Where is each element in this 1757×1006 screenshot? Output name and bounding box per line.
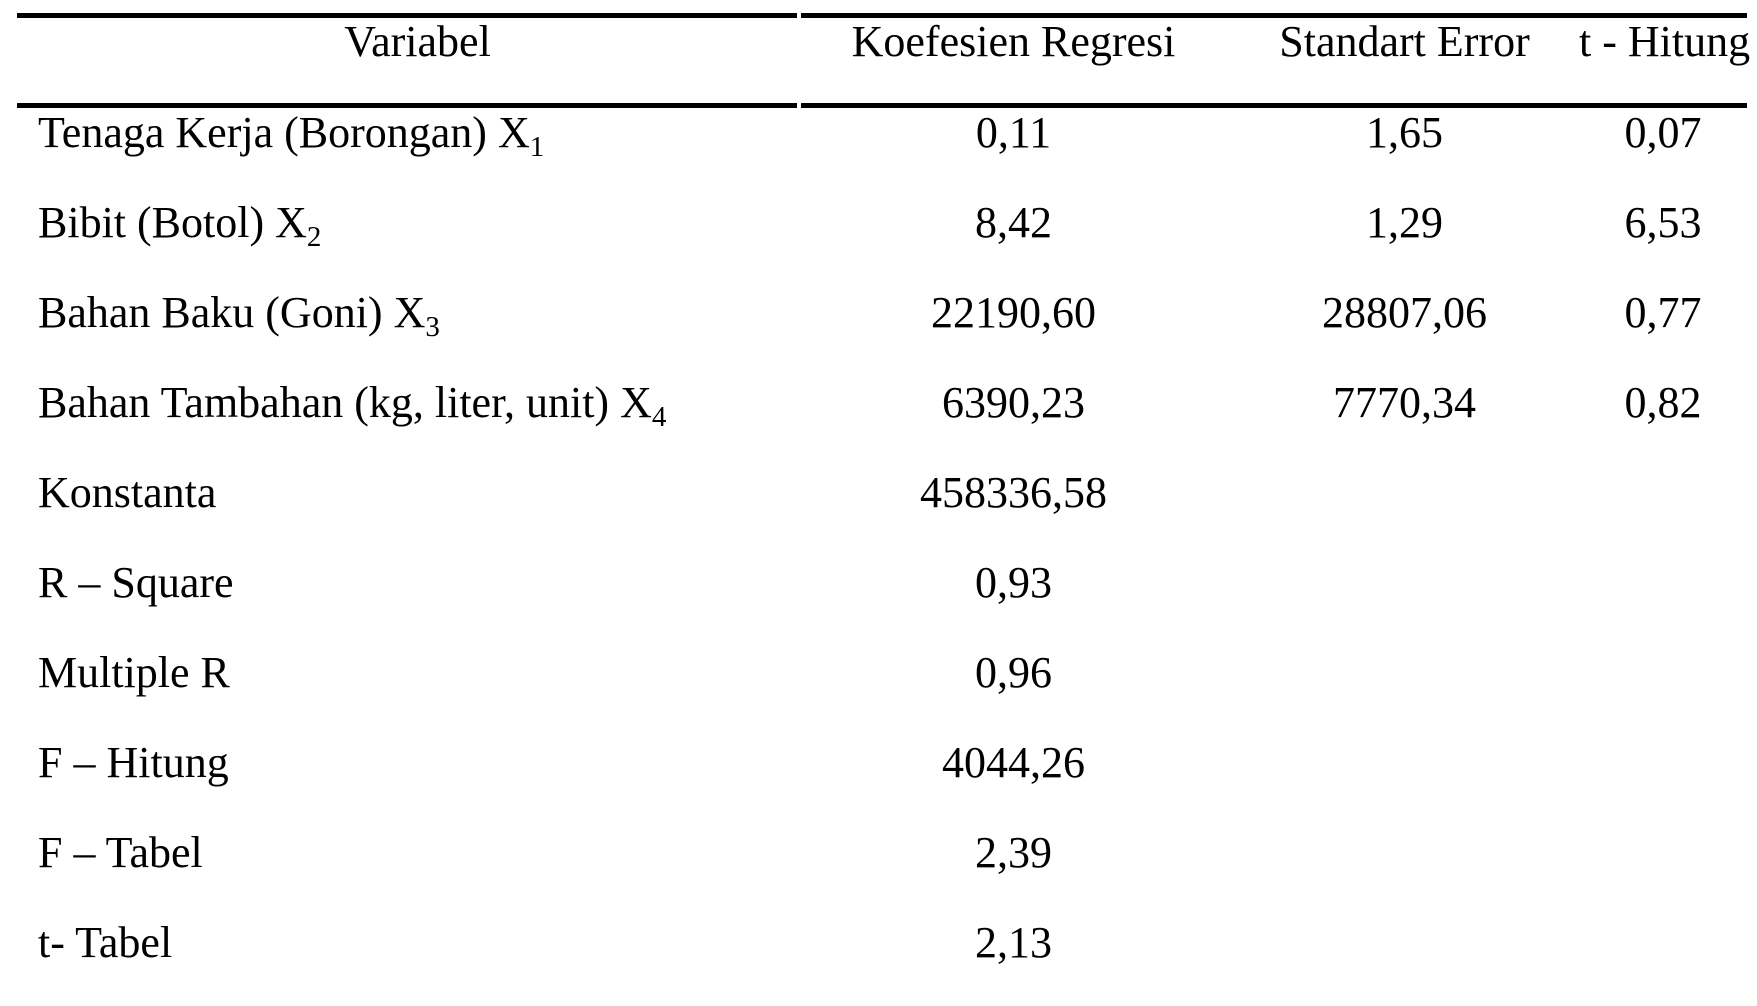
row-standart-error <box>1230 471 1579 558</box>
regression-table: Variabel Koefesien Regresi Standart Erro… <box>17 13 1751 1006</box>
row-t-hitung <box>1579 831 1747 918</box>
row-variabel: t- Tabel <box>17 921 797 1006</box>
header-koefesien-regresi: Koefesien Regresi <box>851 17 1176 66</box>
row-t-hitung <box>1579 741 1747 828</box>
row-koefesien: 0,93 <box>975 558 1052 607</box>
table-row: F – Hitung 4044,26 <box>17 738 1747 828</box>
row-standart-error <box>1230 561 1579 648</box>
header-standart-error: Standart Error <box>1279 17 1530 66</box>
row-standart-error: 28807,06 <box>1322 288 1487 337</box>
row-variabel-label: F – Hitung <box>38 738 229 787</box>
row-variabel: R – Square <box>17 561 797 648</box>
row-variabel: Konstanta <box>17 471 797 558</box>
row-variabel-label: Bahan Baku (Goni) X <box>38 288 426 337</box>
row-variabel-subscript: 3 <box>425 311 440 343</box>
table-row: Bahan Baku (Goni) X3 22190,60 28807,06 0… <box>17 288 1747 378</box>
row-variabel-label: Multiple R <box>38 648 230 697</box>
table-header-row: Variabel Koefesien Regresi Standart Erro… <box>17 13 1751 108</box>
row-variabel-subscript: 1 <box>529 131 545 163</box>
row-koefesien: 2,39 <box>975 828 1052 877</box>
row-t-hitung <box>1579 651 1747 738</box>
row-variabel: F – Tabel <box>17 831 797 918</box>
table-row: Bibit (Botol) X2 8,42 1,29 6,53 <box>17 198 1747 288</box>
row-variabel-label: Bibit (Botol) X <box>38 198 307 247</box>
row-t-hitung <box>1579 471 1747 558</box>
table-top-rule-left <box>17 13 797 18</box>
row-koefesien: 8,42 <box>975 198 1052 247</box>
row-t-hitung: 6,53 <box>1624 198 1702 247</box>
row-standart-error: 1,65 <box>1366 108 1443 157</box>
table-row: Bahan Tambahan (kg, liter, unit) X4 6390… <box>17 378 1747 468</box>
row-variabel-label: Tenaga Kerja (Borongan) X <box>38 108 530 157</box>
row-variabel: Bibit (Botol) X2 <box>17 201 797 288</box>
table-top-rule-right <box>801 13 1747 18</box>
row-standart-error <box>1230 651 1579 738</box>
row-variabel: Multiple R <box>17 651 797 738</box>
row-t-hitung: 0,82 <box>1624 378 1702 427</box>
row-t-hitung <box>1579 921 1747 1006</box>
row-koefesien: 0,96 <box>975 648 1052 697</box>
row-variabel: Bahan Tambahan (kg, liter, unit) X4 <box>17 381 797 468</box>
table-row: Tenaga Kerja (Borongan) X1 0,11 1,65 0,0… <box>17 108 1747 198</box>
row-koefesien: 22190,60 <box>931 288 1096 337</box>
header-bottom-rule-left <box>17 103 797 108</box>
header-t-hitung: t - Hitung <box>1579 17 1751 66</box>
row-standart-error: 1,29 <box>1366 198 1443 247</box>
table-row: Multiple R 0,96 <box>17 648 1747 738</box>
row-koefesien: 4044,26 <box>942 738 1085 787</box>
row-t-hitung: 0,07 <box>1624 108 1702 157</box>
row-standart-error <box>1230 831 1579 918</box>
row-variabel-label: F – Tabel <box>38 828 203 877</box>
row-koefesien: 0,11 <box>975 108 1052 157</box>
row-koefesien: 2,13 <box>975 918 1052 967</box>
row-variabel-label: Konstanta <box>38 468 217 517</box>
row-koefesien: 6390,23 <box>942 378 1085 427</box>
row-t-hitung: 0,77 <box>1624 288 1702 337</box>
row-variabel: F – Hitung <box>17 741 797 828</box>
row-variabel-label: Bahan Tambahan (kg, liter, unit) X <box>38 378 652 427</box>
table-row: Konstanta 458336,58 <box>17 468 1747 558</box>
row-variabel-label: R – Square <box>38 558 234 607</box>
table-row: R – Square 0,93 <box>17 558 1747 648</box>
row-standart-error: 7770,34 <box>1333 378 1476 427</box>
row-variabel-subscript: 2 <box>306 221 322 253</box>
table-row: F – Tabel 2,39 <box>17 828 1747 918</box>
row-koefesien: 458336,58 <box>920 468 1107 517</box>
table-row: t- Tabel 2,13 <box>17 918 1747 1006</box>
row-t-hitung <box>1579 561 1747 648</box>
row-standart-error <box>1230 741 1579 828</box>
row-variabel: Bahan Baku (Goni) X3 <box>17 291 797 378</box>
row-variabel-label: t- Tabel <box>38 918 173 967</box>
header-variabel: Variabel <box>344 17 491 66</box>
row-variabel: Tenaga Kerja (Borongan) X1 <box>17 111 797 198</box>
row-standart-error <box>1230 921 1579 1006</box>
row-variabel-subscript: 4 <box>651 401 667 433</box>
header-bottom-rule-right <box>801 103 1747 108</box>
